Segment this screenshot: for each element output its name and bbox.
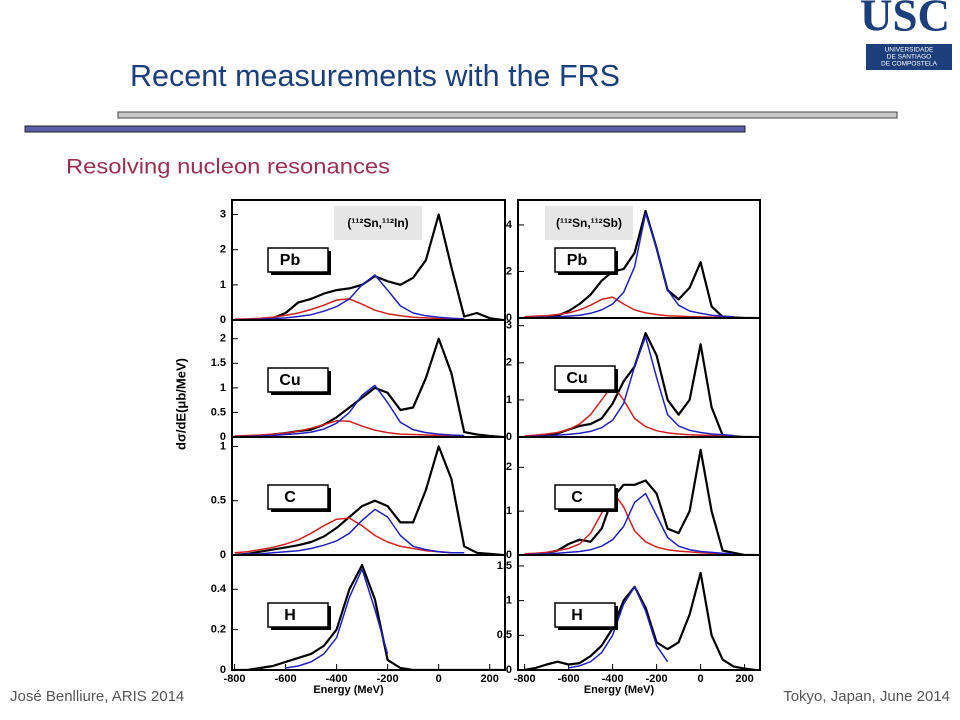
series-line <box>234 564 503 670</box>
series-line <box>285 568 389 669</box>
series-line <box>524 296 734 318</box>
y-tick-label: 0 <box>220 431 226 443</box>
slide-title: Recent measurements with the FRS <box>130 58 620 93</box>
y-tick-label: 1 <box>506 505 512 517</box>
y-tick-label: 3 <box>220 208 226 220</box>
panel-label: H <box>284 607 296 624</box>
reaction-box <box>334 206 422 240</box>
y-tick-label: 1 <box>220 440 226 452</box>
panel-label: Cu <box>566 370 587 387</box>
title-rule <box>24 125 746 133</box>
series-line <box>524 490 734 555</box>
label-box <box>554 247 616 273</box>
plots: (¹¹²Sn,¹¹²In)0123Pb00.511.52Cu00.51C00.2… <box>211 199 761 696</box>
series-line <box>234 274 465 320</box>
series-line <box>524 384 734 437</box>
y-tick-label: 2 <box>220 333 226 345</box>
series-line <box>234 420 465 437</box>
y-tick-label: 0.5 <box>211 495 226 507</box>
series-line <box>568 586 669 669</box>
label-box <box>267 367 329 393</box>
y-tick-label: 0 <box>506 431 512 443</box>
logo-box <box>866 44 952 70</box>
logo-mark: USC <box>860 0 950 41</box>
y-tick-label: 1 <box>506 394 512 406</box>
panel-label: H <box>571 607 583 624</box>
y-tick-label: 0.5 <box>497 629 512 641</box>
label-box <box>267 602 329 628</box>
reaction-box <box>545 206 633 240</box>
y-tick-label: 1.5 <box>497 560 512 572</box>
series-line <box>524 448 756 555</box>
subtitle: Resolving nucleon resonances <box>66 156 390 179</box>
y-tick-label: 1 <box>220 279 226 291</box>
y-tick-label: 2 <box>220 244 226 256</box>
panel-label: Cu <box>279 372 300 389</box>
y-tick-label: 0 <box>506 549 512 561</box>
x-tick-label: 200 <box>481 673 499 685</box>
y-tick-label: 0 <box>220 664 226 676</box>
y-axis-label: dσ/dE(μb/MeV) <box>173 358 188 450</box>
y-tick-label: 0.5 <box>211 406 226 418</box>
y-tick-label: 2 <box>506 265 512 277</box>
logo-line: UNIVERSIDADE <box>885 47 934 54</box>
y-tick-label: 1 <box>506 595 512 607</box>
x-tick-label: -600 <box>558 673 580 685</box>
x-tick-label: -200 <box>646 673 668 685</box>
label-box <box>267 247 329 273</box>
y-tick-label: 0 <box>220 314 226 326</box>
panel-label: C <box>284 489 296 506</box>
y-tick-label: 1.5 <box>211 357 226 369</box>
y-tick-label: 0 <box>506 312 512 324</box>
y-tick-label: 4 <box>506 219 513 231</box>
x-tick-label: -800 <box>224 673 246 685</box>
x-tick-label: 200 <box>735 673 753 685</box>
x-tick-label: -800 <box>514 673 536 685</box>
panel-label: Pb <box>280 252 301 269</box>
x-tick-label: -200 <box>377 673 399 685</box>
y-tick-label: 3 <box>506 320 512 332</box>
label-box <box>267 484 329 510</box>
y-tick-label: 2 <box>506 357 512 369</box>
footer-left: José Benlliure, ARIS 2014 <box>10 688 184 705</box>
label-box <box>554 602 616 628</box>
x-tick-label: -400 <box>602 673 624 685</box>
series-line <box>234 445 503 555</box>
x-tick-label: -400 <box>326 673 348 685</box>
label-box <box>554 365 616 391</box>
y-tick-label: 0 <box>506 664 512 676</box>
logo-line: DE SANTIAGO <box>887 54 931 61</box>
x-tick-label: -600 <box>275 673 297 685</box>
title-rule <box>117 111 898 119</box>
y-tick-label: 0.2 <box>211 624 226 636</box>
reaction-label: (¹¹²Sn,¹¹²In) <box>347 216 408 230</box>
y-tick-label: 1 <box>220 382 226 394</box>
x-tick-label: 0 <box>436 673 442 685</box>
y-tick-label: 0 <box>220 549 226 561</box>
x-tick-label: 0 <box>698 673 704 685</box>
reaction-label: (¹¹²Sn,¹¹²Sb) <box>556 216 622 230</box>
label-box <box>554 484 616 510</box>
series-line <box>524 492 734 555</box>
series-line <box>234 517 465 554</box>
panel-label: C <box>571 489 583 506</box>
y-tick-label: 2 <box>506 461 512 473</box>
x-axis-label: Energy (MeV) <box>313 684 384 696</box>
panel-label: Pb <box>567 252 588 269</box>
footer-right: Tokyo, Japan, June 2014 <box>783 688 950 705</box>
series-line <box>234 508 465 555</box>
series-line <box>524 336 734 437</box>
logo-line: DE COMPOSTELA <box>881 61 938 68</box>
x-axis-label: Energy (MeV) <box>584 684 655 696</box>
series-line <box>234 384 465 437</box>
y-tick-label: 0.4 <box>211 583 227 595</box>
series-line <box>524 212 734 318</box>
